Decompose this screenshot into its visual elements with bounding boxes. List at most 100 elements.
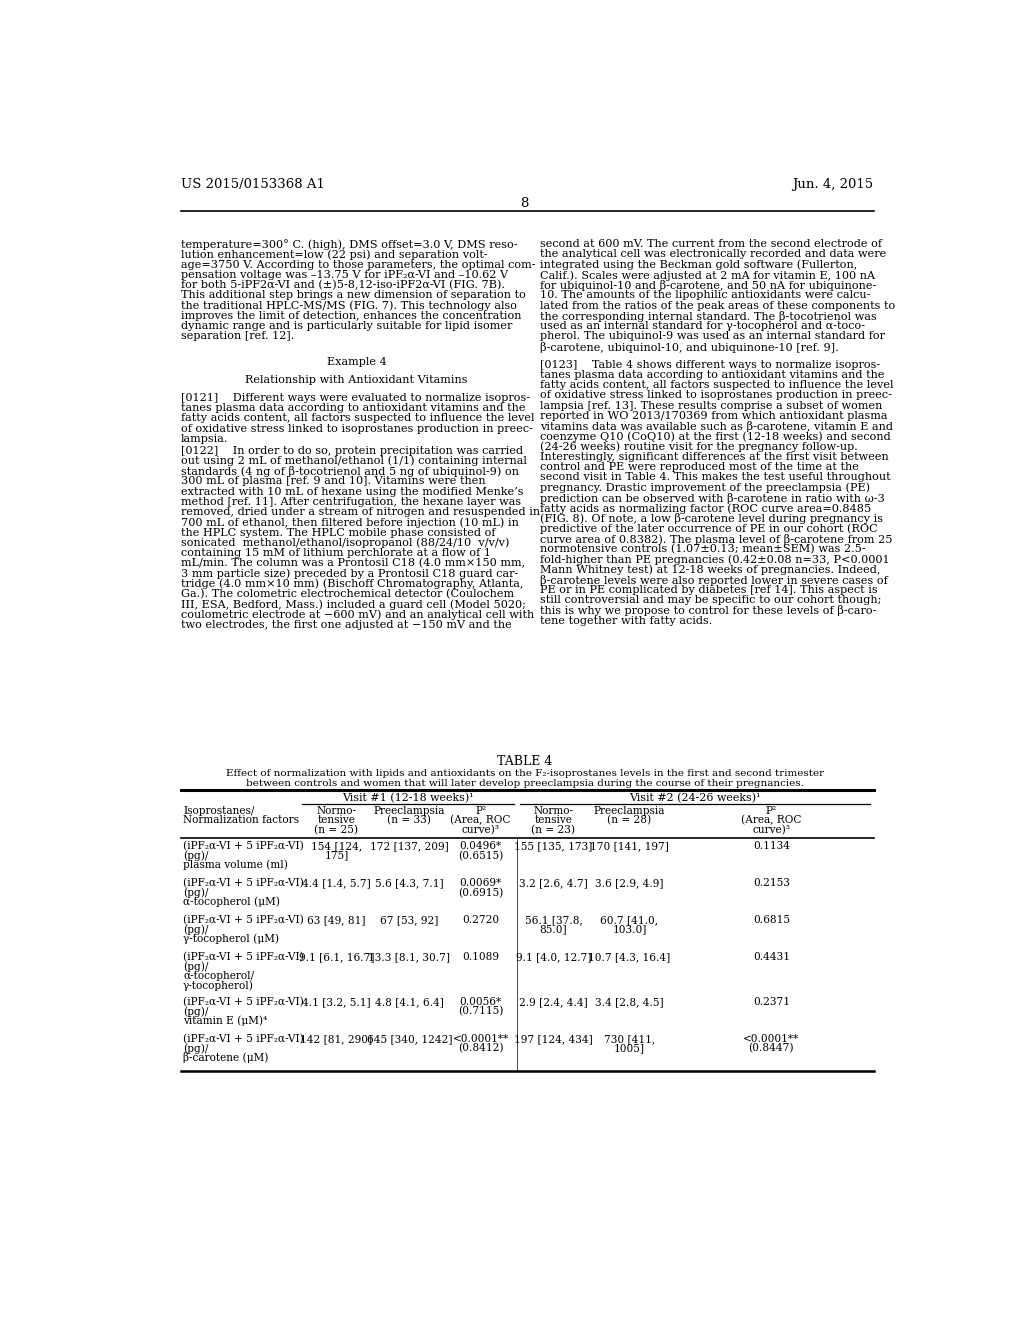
- Text: β-carotene levels were also reported lower in severe cases of: β-carotene levels were also reported low…: [541, 574, 888, 586]
- Text: vitamins data was available such as β-carotene, vitamin E and: vitamins data was available such as β-ca…: [541, 421, 893, 432]
- Text: US 2015/0153368 A1: US 2015/0153368 A1: [180, 178, 325, 190]
- Text: 155 [135, 173]: 155 [135, 173]: [514, 841, 593, 851]
- Text: standards (4 ng of β-tocotrienol and 5 ng of ubiquinol-9) on: standards (4 ng of β-tocotrienol and 5 n…: [180, 466, 519, 477]
- Text: (pg)/: (pg)/: [183, 1043, 209, 1053]
- Text: 197 [124, 434]: 197 [124, 434]: [514, 1034, 593, 1044]
- Text: tensive: tensive: [535, 816, 572, 825]
- Text: (pg)/: (pg)/: [183, 1006, 209, 1016]
- Text: 9.1 [6.1, 16.7]: 9.1 [6.1, 16.7]: [299, 952, 374, 962]
- Text: second at 600 mV. The current from the second electrode of: second at 600 mV. The current from the s…: [541, 239, 883, 249]
- Text: 4.1 [3.2, 5.1]: 4.1 [3.2, 5.1]: [302, 997, 371, 1007]
- Text: 730 [411,: 730 [411,: [604, 1034, 655, 1044]
- Text: the analytical cell was electronically recorded and data were: the analytical cell was electronically r…: [541, 249, 887, 260]
- Text: [0122]    In order to do so, protein precipitation was carried: [0122] In order to do so, protein precip…: [180, 446, 523, 455]
- Text: III, ESA, Bedford, Mass.) included a guard cell (Model 5020;: III, ESA, Bedford, Mass.) included a gua…: [180, 599, 525, 610]
- Text: extracted with 10 mL of hexane using the modified Menke’s: extracted with 10 mL of hexane using the…: [180, 487, 523, 496]
- Text: 0.0496*: 0.0496*: [460, 841, 502, 851]
- Text: vitamin E (μM)⁴: vitamin E (μM)⁴: [183, 1015, 267, 1026]
- Text: α-tocopherol (μM): α-tocopherol (μM): [183, 896, 280, 907]
- Text: 3 mm particle size) preceded by a Prontosil C18 guard car-: 3 mm particle size) preceded by a Pronto…: [180, 569, 518, 579]
- Text: lated from the ratios of the peak areas of these components to: lated from the ratios of the peak areas …: [541, 301, 896, 310]
- Text: Normo-: Normo-: [534, 807, 573, 816]
- Text: 0.2371: 0.2371: [753, 997, 790, 1007]
- Text: 170 [141, 197]: 170 [141, 197]: [590, 841, 669, 851]
- Text: 4.4 [1.4, 5.7]: 4.4 [1.4, 5.7]: [302, 878, 371, 888]
- Text: age=3750 V. According to those parameters, the optimal com-: age=3750 V. According to those parameter…: [180, 260, 536, 269]
- Text: (0.8447): (0.8447): [749, 1043, 794, 1053]
- Text: (iPF₂α-VI + 5 iPF₂α-VI): (iPF₂α-VI + 5 iPF₂α-VI): [183, 997, 304, 1007]
- Text: 700 mL of ethanol, then filtered before injection (10 mL) in: 700 mL of ethanol, then filtered before …: [180, 517, 518, 528]
- Text: prediction can be observed with β-carotene in ratio with ω-3: prediction can be observed with β-carote…: [541, 492, 885, 504]
- Text: pherol. The ubiquinol-9 was used as an internal standard for: pherol. The ubiquinol-9 was used as an i…: [541, 331, 886, 342]
- Text: Visit #1 (12-18 weeks)¹: Visit #1 (12-18 weeks)¹: [342, 793, 473, 803]
- Text: tene together with fatty acids.: tene together with fatty acids.: [541, 615, 713, 626]
- Text: for ubiquinol-10 and β-carotene, and 50 nA for ubiquinone-: for ubiquinol-10 and β-carotene, and 50 …: [541, 280, 877, 292]
- Text: (Area, ROC: (Area, ROC: [741, 816, 802, 825]
- Text: Visit #2 (24-26 weeks)¹: Visit #2 (24-26 weeks)¹: [630, 793, 761, 803]
- Text: containing 15 mM of lithium perchlorate at a flow of 1: containing 15 mM of lithium perchlorate …: [180, 548, 490, 558]
- Text: 4.8 [4.1, 6.4]: 4.8 [4.1, 6.4]: [375, 997, 443, 1007]
- Text: pregnancy. Drastic improvement of the preeclampsia (PE): pregnancy. Drastic improvement of the pr…: [541, 483, 870, 494]
- Text: fatty acids content, all factors suspected to influence the level: fatty acids content, all factors suspect…: [180, 413, 535, 424]
- Text: (0.7115): (0.7115): [458, 1006, 504, 1016]
- Text: reported in WO 2013/170369 from which antioxidant plasma: reported in WO 2013/170369 from which an…: [541, 411, 888, 421]
- Text: 645 [340, 1242]: 645 [340, 1242]: [367, 1034, 452, 1044]
- Text: (FIG. 8). Of note, a low β-carotene level during pregnancy is: (FIG. 8). Of note, a low β-carotene leve…: [541, 513, 884, 524]
- Text: (pg)/: (pg)/: [183, 887, 209, 898]
- Text: 0.0056*: 0.0056*: [460, 997, 502, 1007]
- Text: between controls and women that will later develop preeclampsia during the cours: between controls and women that will lat…: [246, 779, 804, 788]
- Text: α-tocopherol/: α-tocopherol/: [183, 970, 254, 981]
- Text: γ-tocopherol): γ-tocopherol): [183, 979, 254, 990]
- Text: (Area, ROC: (Area, ROC: [451, 816, 511, 825]
- Text: Isoprostanes/: Isoprostanes/: [183, 807, 254, 816]
- Text: fold-higher than PE pregnancies (0.42±0.08 n=33, P<0.0001: fold-higher than PE pregnancies (0.42±0.…: [541, 554, 890, 565]
- Text: plasma volume (ml): plasma volume (ml): [183, 859, 288, 870]
- Text: 154 [124,: 154 [124,: [311, 841, 362, 851]
- Text: 56.1 [37.8,: 56.1 [37.8,: [524, 915, 583, 925]
- Text: second visit in Table 4. This makes the test useful throughout: second visit in Table 4. This makes the …: [541, 473, 891, 482]
- Text: curve)³: curve)³: [753, 825, 791, 834]
- Text: 0.4431: 0.4431: [753, 952, 790, 962]
- Text: Jun. 4, 2015: Jun. 4, 2015: [793, 178, 873, 190]
- Text: the HPLC system. The HPLC mobile phase consisted of: the HPLC system. The HPLC mobile phase c…: [180, 528, 496, 537]
- Text: Mann Whitney test) at 12-18 weeks of pregnancies. Indeed,: Mann Whitney test) at 12-18 weeks of pre…: [541, 565, 881, 576]
- Text: γ-tocopherol (μM): γ-tocopherol (μM): [183, 933, 279, 944]
- Text: integrated using the Beckman gold software (Fullerton,: integrated using the Beckman gold softwa…: [541, 260, 857, 271]
- Text: tanes plasma data according to antioxidant vitamins and the: tanes plasma data according to antioxida…: [180, 403, 525, 413]
- Text: (0.6915): (0.6915): [458, 887, 503, 898]
- Text: fatty acids as normalizing factor (ROC curve area=0.8485: fatty acids as normalizing factor (ROC c…: [541, 503, 871, 513]
- Text: fatty acids content, all factors suspected to influence the level: fatty acids content, all factors suspect…: [541, 380, 894, 391]
- Text: lampsia.: lampsia.: [180, 434, 228, 444]
- Text: the traditional HPLC-MS/MS (FIG. 7). This technology also: the traditional HPLC-MS/MS (FIG. 7). Thi…: [180, 301, 517, 312]
- Text: separation [ref. 12].: separation [ref. 12].: [180, 331, 294, 342]
- Text: 3.6 [2.9, 4.9]: 3.6 [2.9, 4.9]: [595, 878, 664, 888]
- Text: P²: P²: [475, 807, 486, 816]
- Text: 142 [81, 290]: 142 [81, 290]: [300, 1034, 373, 1044]
- Text: used as an internal standard for γ-tocopherol and α-toco-: used as an internal standard for γ-tocop…: [541, 321, 865, 331]
- Text: (n = 28): (n = 28): [607, 816, 651, 825]
- Text: (pg)/: (pg)/: [183, 924, 209, 935]
- Text: 5.6 [4.3, 7.1]: 5.6 [4.3, 7.1]: [375, 878, 443, 888]
- Text: tanes plasma data according to antioxidant vitamins and the: tanes plasma data according to antioxida…: [541, 370, 885, 380]
- Text: (24-26 weeks) routine visit for the pregnancy follow-up.: (24-26 weeks) routine visit for the preg…: [541, 441, 858, 451]
- Text: lampsia [ref. 13]. These results comprise a subset of women: lampsia [ref. 13]. These results compris…: [541, 400, 883, 411]
- Text: (n = 23): (n = 23): [531, 825, 575, 834]
- Text: 8: 8: [520, 197, 529, 210]
- Text: coenzyme Q10 (CoQ10) at the first (12-18 weeks) and second: coenzyme Q10 (CoQ10) at the first (12-18…: [541, 432, 891, 442]
- Text: 175]: 175]: [325, 850, 348, 861]
- Text: (iPF₂α-VI + 5 iPF₂α-VI): (iPF₂α-VI + 5 iPF₂α-VI): [183, 915, 304, 925]
- Text: method [ref. 11]. After centrifugation, the hexane layer was: method [ref. 11]. After centrifugation, …: [180, 496, 521, 507]
- Text: lution enhancement=low (22 psi) and separation volt-: lution enhancement=low (22 psi) and sepa…: [180, 249, 487, 260]
- Text: pensation voltage was –13.75 V for iPF₂α-VI and –10.62 V: pensation voltage was –13.75 V for iPF₂α…: [180, 271, 508, 280]
- Text: 13.3 [8.1, 30.7]: 13.3 [8.1, 30.7]: [369, 952, 451, 962]
- Text: (iPF₂α-VI + 5 iPF₂α-VI): (iPF₂α-VI + 5 iPF₂α-VI): [183, 952, 304, 962]
- Text: removed, dried under a stream of nitrogen and resuspended in: removed, dried under a stream of nitroge…: [180, 507, 540, 517]
- Text: 172 [137, 209]: 172 [137, 209]: [370, 841, 449, 851]
- Text: mL/min. The column was a Prontosil C18 (4.0 mm×150 mm,: mL/min. The column was a Prontosil C18 (…: [180, 558, 525, 569]
- Text: out using 2 mL of methanol/ethanol (1/1) containing internal: out using 2 mL of methanol/ethanol (1/1)…: [180, 455, 526, 466]
- Text: control and PE were reproduced most of the time at the: control and PE were reproduced most of t…: [541, 462, 859, 473]
- Text: Preeclampsia: Preeclampsia: [374, 807, 445, 816]
- Text: this is why we propose to control for these levels of β-caro-: this is why we propose to control for th…: [541, 606, 877, 616]
- Text: 63 [49, 81]: 63 [49, 81]: [307, 915, 366, 925]
- Text: 10. The amounts of the lipophilic antioxidants were calcu-: 10. The amounts of the lipophilic antiox…: [541, 290, 870, 301]
